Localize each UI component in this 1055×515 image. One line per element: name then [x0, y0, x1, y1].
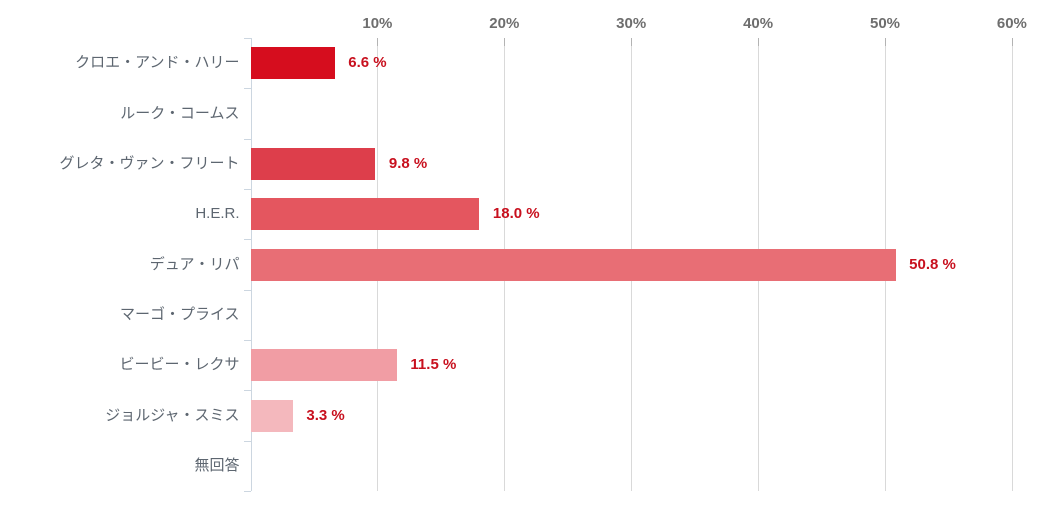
axis-tick — [504, 38, 506, 46]
category-axis-tick — [243, 289, 251, 291]
axis-tick — [1011, 38, 1013, 46]
category-label: グレタ・ヴァン・フリート — [59, 154, 240, 172]
axis-tick — [377, 38, 379, 46]
category-axis-tick — [243, 38, 251, 39]
category-axis-tick — [243, 138, 251, 140]
category-axis-tick — [243, 189, 251, 190]
x-axis-tick-label: 60% — [996, 15, 1027, 32]
axis-tick — [631, 38, 633, 46]
bar — [251, 147, 376, 180]
gridline — [1011, 38, 1013, 491]
category-axis-tick — [243, 390, 251, 392]
category-label: ルーク・コームス — [120, 104, 240, 122]
bar — [251, 349, 397, 382]
value-label: 50.8 % — [909, 255, 956, 273]
value-label: 6.6 % — [348, 54, 387, 72]
x-axis-tick-label: 50% — [869, 15, 901, 32]
bar — [251, 47, 335, 80]
value-label: 11.5 % — [410, 356, 457, 374]
axis-tick — [758, 38, 760, 46]
x-axis-tick-label: 40% — [743, 15, 774, 32]
category-label: 無回答 — [194, 456, 240, 474]
value-label: 18.0 % — [492, 205, 540, 223]
category-label: H.E.R. — [195, 205, 240, 223]
category-label: ビービー・レクサ — [119, 356, 240, 374]
category-axis-tick — [243, 440, 251, 442]
x-axis-tick-label: 30% — [616, 15, 647, 32]
category-axis-tick — [243, 88, 251, 90]
x-axis-tick-label: 10% — [362, 15, 393, 32]
category-label: ジョルジャ・スミス — [105, 406, 240, 424]
category-label: デュア・リパ — [149, 255, 240, 273]
axis-tick — [885, 38, 886, 46]
category-label: クロエ・アンド・ハリー — [75, 54, 240, 72]
category-axis-tick — [243, 340, 251, 341]
category-axis-tick — [243, 239, 251, 241]
value-label: 9.8 % — [388, 154, 428, 172]
bar — [251, 399, 293, 432]
bar — [251, 248, 896, 281]
bar — [251, 198, 480, 231]
x-axis-tick-label: 20% — [489, 15, 520, 32]
category-label: マーゴ・プライス — [119, 305, 240, 323]
value-label: 3.3 % — [306, 406, 345, 424]
category-axis-tick — [243, 491, 251, 492]
